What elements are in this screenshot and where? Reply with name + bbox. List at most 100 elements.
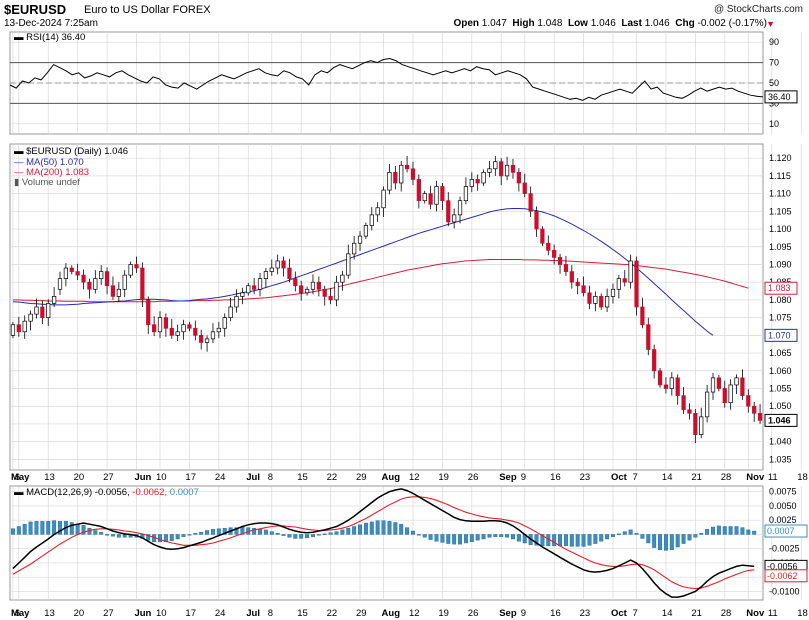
candle-body: [528, 193, 533, 212]
macd-histogram-bar: [511, 534, 515, 540]
date-tick-label: 11: [768, 472, 778, 483]
quote-bar: Open 1.047 High 1.048 Low 1.046 Last 1.0…: [453, 18, 767, 29]
macd-line: [12, 488, 755, 598]
macd-histogram-bar: [475, 534, 480, 541]
candle-body: [563, 264, 569, 272]
chg-label: Chg: [675, 18, 695, 29]
macd-histogram-bar: [622, 531, 627, 535]
date-tick-label: 8: [268, 608, 273, 619]
macd-histogram-bar: [293, 534, 298, 539]
macd-tick-label: 0.0075: [769, 487, 797, 497]
macd-histogram-bar: [481, 534, 486, 540]
open-value: 1.047: [481, 18, 507, 29]
candle-body: [234, 296, 239, 308]
candle-body: [575, 281, 580, 287]
macd-histogram-bar: [652, 534, 657, 548]
macd-histogram-bar: [311, 534, 315, 537]
low-value: 1.046: [590, 18, 616, 29]
macd-histogram-bar: [210, 529, 215, 535]
candle-body: [428, 193, 433, 205]
price-legend-text: $EURUSD (Daily) 1.046: [26, 146, 129, 157]
macd-histogram-bar: [552, 534, 557, 547]
candle-body: [422, 193, 427, 202]
volume-legend: ▮ Volume undef: [14, 177, 80, 188]
macd-histogram-bar: [693, 534, 698, 538]
candle-body: [75, 271, 80, 276]
candle-body: [716, 377, 721, 389]
candle-body: [140, 267, 145, 301]
macd-histogram-bar: [222, 527, 227, 535]
candle-body: [722, 388, 727, 404]
date-tick-label: 15: [297, 608, 308, 619]
candle-body: [481, 171, 486, 184]
credit-link[interactable]: @ StockCharts.com: [713, 4, 803, 15]
date-tick-label: Aug: [382, 472, 401, 483]
date-tick-label: 14: [662, 472, 673, 483]
macd-histogram-bar: [416, 534, 421, 536]
candle-body: [281, 260, 286, 269]
macd-histogram-bar: [728, 526, 733, 535]
candle-body: [599, 296, 604, 308]
macd-histogram-bar: [252, 527, 257, 535]
ma200-legend: — MA(200) 1.083: [14, 167, 89, 178]
down-triangle-icon: ▼: [766, 19, 775, 29]
candle-body: [299, 285, 304, 294]
macd-histogram-bar: [746, 529, 751, 535]
candle-body: [10, 324, 16, 336]
rsi-series-line: [9, 57, 764, 101]
ma50-legend-text: MA(50) 1.070: [26, 157, 84, 168]
macd-histogram-bar: [328, 532, 333, 535]
date-tick-label: 29: [356, 472, 367, 483]
macd-histogram-bar: [105, 534, 110, 536]
candle-body: [699, 416, 704, 435]
candle-body: [269, 267, 274, 272]
macd-signal-last-label: -0.0062: [767, 571, 798, 581]
macd-histogram-bar: [58, 521, 62, 535]
macd-histogram-bar: [640, 534, 645, 539]
candle-body: [587, 292, 592, 304]
date-tick-label: 6: [15, 608, 20, 619]
macd-signal-line: [12, 496, 755, 590]
date-tick-label: 18: [797, 608, 808, 619]
macd-histogram-bar: [116, 534, 121, 538]
candle-body: [16, 324, 21, 333]
candle-body: [187, 324, 192, 329]
candle-body: [469, 179, 474, 187]
candle-body: [128, 264, 133, 276]
macd-histogram-bar: [22, 523, 27, 535]
macd-histogram-bar: [334, 531, 339, 535]
ma200-line: [12, 259, 749, 303]
candle-body: [510, 164, 516, 173]
candle-body: [304, 288, 310, 294]
macd-histogram-bar: [275, 533, 280, 535]
candle-body: [110, 285, 116, 297]
macd-histogram-bar: [316, 534, 321, 536]
date-tick-label: 17: [185, 608, 196, 619]
candle-body: [463, 186, 469, 202]
macd-histogram-bar: [422, 534, 427, 538]
candle-body: [40, 306, 45, 318]
candle-body: [240, 292, 245, 297]
candle-body: [322, 288, 327, 297]
ma50-last-label: 1.070: [768, 330, 791, 340]
candle-body: [622, 278, 627, 283]
candle-body: [99, 271, 104, 280]
macd-histogram-bar: [499, 534, 504, 537]
rsi-tick-label: 30: [769, 98, 779, 108]
high-label: High: [512, 18, 535, 29]
ma50-legend-marker-icon: —: [14, 157, 24, 168]
candle-body: [546, 242, 551, 251]
high-value: 1.048: [537, 18, 563, 29]
candle-body: [757, 412, 763, 421]
macd-histogram-bar: [193, 533, 198, 535]
macd-histogram-bar: [752, 530, 757, 535]
date-tick-label: Oct: [611, 472, 628, 483]
date-tick-label: 9: [521, 608, 526, 619]
macd-histogram-bar: [387, 521, 392, 535]
candle-body: [257, 278, 263, 290]
chart-datetime: 13-Dec-2024 7:25am: [4, 18, 98, 29]
macd-histogram-bar: [558, 534, 563, 547]
macd-histogram-bar: [269, 531, 274, 535]
ma200-legend-marker-icon: —: [14, 167, 24, 178]
macd-histogram-bar: [340, 529, 345, 535]
